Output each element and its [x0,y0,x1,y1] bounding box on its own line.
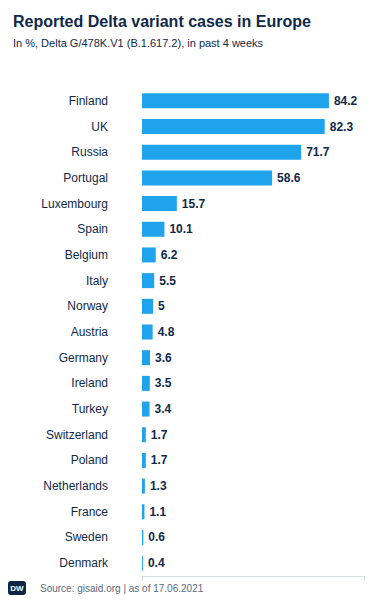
svg-text:0.6: 0.6 [148,530,165,544]
svg-text:Source: gisaid.org | as of 17.: Source: gisaid.org | as of 17.06.2021 [40,583,204,594]
svg-text:6.2: 6.2 [161,248,178,262]
svg-text:82.3: 82.3 [330,120,354,134]
svg-text:Switzerland: Switzerland [46,428,108,442]
svg-text:5: 5 [158,299,165,313]
svg-text:5.5: 5.5 [159,274,176,288]
svg-text:Spain: Spain [77,222,108,236]
svg-text:Finland: Finland [69,94,108,108]
svg-text:1.7: 1.7 [151,453,168,467]
svg-text:Sweden: Sweden [65,530,108,544]
svg-text:1.7: 1.7 [151,428,168,442]
svg-text:3.6: 3.6 [155,351,172,365]
svg-text:3.5: 3.5 [155,376,172,390]
svg-text:France: France [71,505,109,519]
svg-text:15.7: 15.7 [182,197,206,211]
svg-text:84.2: 84.2 [334,94,358,108]
svg-text:DW: DW [10,584,24,593]
svg-text:UK: UK [91,120,108,134]
svg-text:58.6: 58.6 [277,171,301,185]
svg-text:Italy: Italy [86,274,108,288]
svg-text:Norway: Norway [67,299,108,313]
svg-text:Russia: Russia [71,145,108,159]
svg-text:Germany: Germany [59,351,108,365]
svg-text:1.1: 1.1 [149,505,166,519]
svg-text:71.7: 71.7 [306,145,330,159]
svg-text:0.4: 0.4 [148,556,165,570]
svg-text:Denmark: Denmark [59,556,109,570]
svg-text:Luxembourg: Luxembourg [41,197,108,211]
svg-text:Portugal: Portugal [63,171,108,185]
svg-text:10.1: 10.1 [169,222,193,236]
svg-text:Poland: Poland [71,453,108,467]
svg-text:1.3: 1.3 [150,479,167,493]
svg-text:Austria: Austria [71,325,109,339]
svg-text:4.8: 4.8 [158,325,175,339]
svg-text:Turkey: Turkey [72,402,108,416]
svg-text:Netherlands: Netherlands [43,479,108,493]
svg-text:Ireland: Ireland [71,376,108,390]
svg-text:Belgium: Belgium [65,248,108,262]
svg-text:In %, Delta G/478K.V1 (B.1.617: In %, Delta G/478K.V1 (B.1.617.2), in pa… [13,37,264,49]
svg-text:3.4: 3.4 [155,402,172,416]
svg-text:Reported Delta variant cases i: Reported Delta variant cases in Europe [13,13,311,30]
